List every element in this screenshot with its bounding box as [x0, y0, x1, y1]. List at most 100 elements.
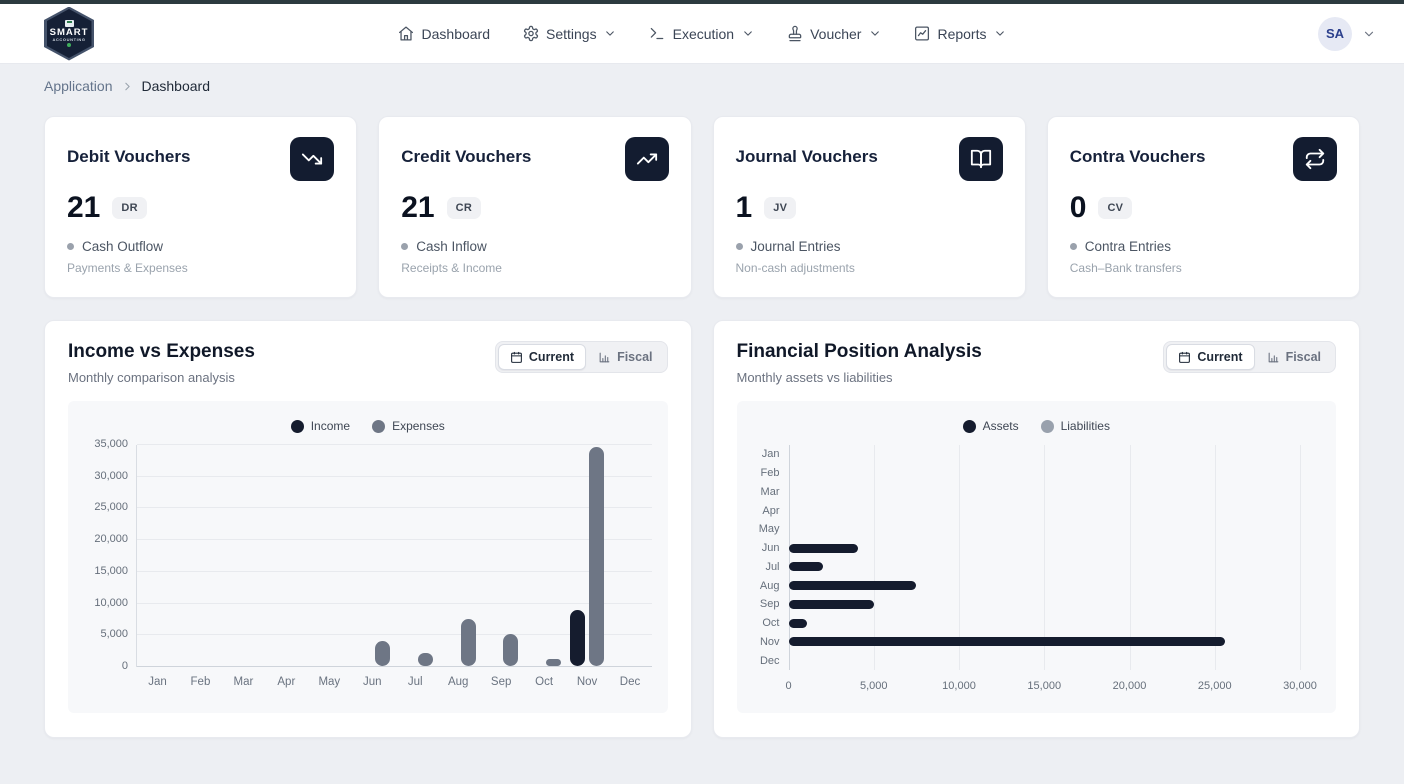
x-axis-tick: 15,000 [1027, 680, 1062, 692]
calendar-icon [510, 351, 522, 363]
card-contra-vouchers: Contra Vouchers 0 CV Contra Entries Cash… [1046, 116, 1360, 298]
bar-assets-jul [788, 562, 823, 572]
x-axis-tick: Sep [490, 676, 512, 688]
income-expenses-chart: 0 5,000 10,000 15,000 20,000 25,000 30,000 35,0… [84, 438, 652, 695]
gridline [137, 570, 652, 572]
tab-label: Current [528, 350, 575, 364]
breadcrumb: Application Dashboard [44, 78, 1360, 94]
bar-expenses-jul [417, 653, 433, 666]
bar-chart-icon [1268, 352, 1278, 362]
x-axis-tick: 5,000 [859, 680, 888, 692]
financial-position-chart: Jan Feb Mar Apr May Jun Jul Aug Sep Oct Nov Dec 0 5,… [753, 445, 1321, 696]
y-axis-tick: 10,000 [94, 596, 128, 609]
financial-position-plotbox: Assets Liabilities Jan Feb Mar Apr May Jun Jul A… [736, 401, 1336, 713]
x-axis-tick: Jun [362, 676, 382, 688]
current-tab[interactable]: Current [1166, 344, 1255, 370]
bar-expenses-oct [546, 659, 562, 666]
card-debit-vouchers: Debit Vouchers 21 DR Cash Outflow Paymen… [44, 116, 358, 298]
gridline [137, 602, 652, 604]
y-axis-tick: 20,000 [94, 533, 128, 546]
user-menu[interactable]: SA [1318, 16, 1376, 51]
x-axis-tick: Feb [190, 676, 211, 688]
main-nav: Dashboard Settings Execution Voucher Rep… [398, 25, 1007, 42]
card-badge: CR [446, 197, 482, 219]
financial-position-plot [788, 445, 1301, 670]
nav-item-dashboard[interactable]: Dashboard [398, 25, 490, 42]
period-toggle: Current Fiscal [1163, 341, 1336, 373]
y-axis-tick: Apr [762, 504, 780, 517]
stat-cards-row: Debit Vouchers 21 DR Cash Outflow Paymen… [44, 116, 1360, 298]
x-axis-tick: May [318, 676, 341, 688]
bullet-dot [1069, 243, 1077, 250]
bullet-dot [67, 243, 74, 250]
gridline [959, 445, 960, 670]
card-label: Cash Inflow [416, 239, 487, 254]
income-expenses-plotbox: Income Expenses 0 5,000 10,000 15,000 20,000 2… [68, 401, 668, 713]
nav-item-settings[interactable]: Settings [522, 25, 617, 42]
x-axis-tick: Mar [233, 676, 254, 688]
gridline [137, 666, 652, 667]
x-axis-tick: Oct [535, 676, 554, 688]
bar-assets-jun [788, 543, 859, 553]
brand-subtitle: ACCOUNTING [52, 37, 86, 43]
card-value: 1 [735, 191, 753, 224]
charts-row: Income vs Expenses Monthly comparison an… [44, 320, 1360, 738]
y-axis-tick: Sep [759, 598, 780, 611]
gridline [1214, 445, 1216, 670]
bullet-dot [735, 243, 743, 250]
chevron-down-icon [743, 31, 752, 36]
legend-item-expenses[interactable]: Expenses [372, 419, 445, 433]
nav-item-voucher[interactable]: Voucher [786, 25, 881, 42]
fiscal-tab[interactable]: Fiscal [586, 344, 664, 370]
legend-label: Income [310, 419, 351, 433]
breadcrumb-dashboard: Dashboard [141, 78, 211, 94]
x-axis-tick: Dec [619, 676, 641, 688]
y-axis-tick: Nov [759, 635, 780, 648]
nav-label: Execution [672, 25, 735, 42]
x-axis-tick: Apr [277, 676, 296, 688]
icon-tile [290, 137, 335, 181]
y-axis-tick: May [758, 523, 780, 536]
legend-item-income[interactable]: Income [290, 419, 351, 433]
avatar[interactable]: SA [1318, 16, 1352, 51]
y-axis-tick: Mar [760, 485, 780, 498]
chart-title: Income vs Expenses [68, 341, 255, 362]
current-tab[interactable]: Current [497, 344, 587, 370]
gridline [788, 445, 790, 670]
bar-expenses-nov [589, 447, 605, 666]
bar-assets-oct [788, 618, 808, 628]
legend-dot [1040, 419, 1054, 433]
card-value: 21 [401, 191, 435, 224]
income-expenses-yaxis: 0 5,000 10,000 15,000 20,000 25,000 30,000 35,0… [84, 438, 136, 672]
gridline [137, 444, 652, 445]
card-sublabel: Payments & Expenses [67, 261, 188, 275]
x-axis-tick: Nov [576, 676, 598, 688]
breadcrumb-application[interactable]: Application [44, 78, 113, 94]
gridline [137, 539, 652, 541]
app-logo[interactable]: SMART ACCOUNTING [44, 6, 94, 61]
bullet-dot [401, 243, 409, 250]
y-axis-tick: 15,000 [94, 564, 128, 577]
legend-item-liabilities[interactable]: Liabilities [1040, 419, 1110, 433]
gridline [873, 445, 875, 670]
income-expenses-plot [136, 444, 652, 667]
card-sublabel: Non-cash adjustments [735, 261, 855, 275]
nav-label: Voucher [810, 25, 862, 42]
stamp-icon [788, 25, 801, 42]
y-axis-tick: 0 [121, 660, 128, 672]
logo-hexagon: SMART ACCOUNTING [44, 6, 94, 61]
nav-item-reports[interactable]: Reports [913, 25, 1006, 42]
chart-box-icon [914, 26, 929, 41]
terminal-icon [650, 27, 664, 40]
legend-item-assets[interactable]: Assets [962, 419, 1019, 433]
x-axis-tick: 30,000 [1283, 680, 1317, 692]
x-axis-tick: 10,000 [942, 680, 976, 692]
nav-item-execution[interactable]: Execution [649, 25, 754, 42]
x-axis-tick: Jul [407, 676, 423, 688]
chart-legend: Income Expenses [84, 413, 652, 439]
calculator-icon [64, 19, 74, 27]
fiscal-tab[interactable]: Fiscal [1255, 344, 1333, 370]
x-axis-tick: 25,000 [1197, 680, 1232, 692]
card-badge: CV [1098, 197, 1133, 219]
card-label: Cash Outflow [82, 239, 164, 254]
